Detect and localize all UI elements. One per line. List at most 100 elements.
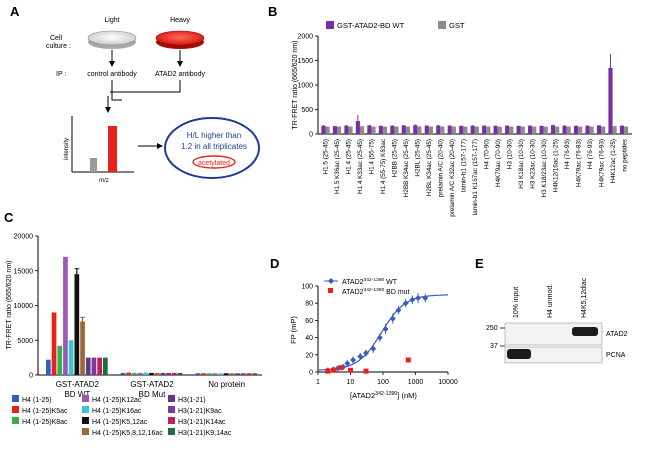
band-pcna-input (507, 349, 531, 359)
light-label: Light (104, 17, 119, 24)
d-point-mut (348, 367, 353, 373)
b-category-label: H4 (70-90) (483, 139, 490, 169)
oval-line2: 1.2 in all triplicates (181, 142, 247, 151)
c-bar (91, 357, 97, 375)
c-bar (206, 373, 212, 375)
cell-culture-line1: Cell (50, 35, 63, 42)
band-label-atad2: ATAD2 (606, 331, 628, 338)
b-category-label: lamin-b1 (157-177) (461, 139, 468, 192)
d-legend-marker (328, 278, 334, 284)
b-y-tick-label: 2000 (297, 34, 313, 41)
b-bar (566, 126, 571, 134)
d-y-tick-label: 80 (305, 301, 313, 308)
b-bar (344, 125, 349, 134)
c-category-label: BD WT (64, 390, 90, 399)
cell-culture-line2: culture : (46, 43, 71, 50)
b-category-label: H4K79ac (76-83) (575, 139, 582, 187)
b-bar (428, 126, 433, 134)
panel-e-label: E (475, 256, 484, 271)
b-bar (528, 125, 533, 134)
c-bar (63, 256, 68, 375)
b-category-label: H1.4 K33ac (25-45) (357, 139, 364, 194)
b-bar (390, 125, 395, 134)
b-bar (505, 125, 510, 134)
control-antibody-label: control antibody (87, 71, 137, 78)
b-category-label: H4K79ac (70-90) (495, 139, 502, 187)
b-category-label: lamin-b1 K167ac (157-177) (472, 139, 479, 215)
c-bar (166, 372, 171, 375)
c-legend-swatch (168, 406, 175, 413)
b-category-label: H3 K18ac (10-30) (518, 139, 525, 189)
b-bar (348, 126, 353, 134)
b-bar (551, 125, 556, 134)
b-bar (371, 126, 376, 134)
b-bar (532, 126, 537, 134)
merge-line-down (111, 80, 122, 101)
c-bar (143, 372, 149, 375)
c-y-tick-label: 20000 (14, 234, 34, 241)
c-legend-label: H4 (1-25)K8ac (22, 419, 68, 426)
b-bar (463, 126, 468, 134)
b-bar (608, 67, 613, 134)
d-x-tick-label: 10000 (438, 379, 458, 386)
b-bar (589, 126, 594, 134)
c-legend-label: H4 (1-25) (22, 397, 52, 404)
b-bar (497, 126, 502, 134)
c-category-label: GST-ATAD2 (130, 380, 174, 389)
c-legend-label: H4 (1-25)K5,8,12,16ac (92, 430, 163, 437)
heavy-label: Heavy (170, 17, 190, 24)
c-bar (51, 312, 57, 375)
c-category-label: No protein (208, 380, 245, 389)
d-point-wt (344, 360, 351, 367)
d-point-wt (370, 345, 377, 352)
d-point-wt (395, 307, 402, 314)
d-legend-label: ATAD2342-1390 WT (342, 277, 398, 286)
b-category-label: H1.5 K36ac (25-45) (334, 139, 341, 194)
cell-culture-label: Cell culture : (46, 35, 71, 50)
b-bar (359, 126, 365, 134)
c-bar (103, 357, 108, 375)
atad2-antibody-label: ATAD2 antibody (155, 71, 205, 78)
c-bar (246, 373, 252, 375)
panel-a-label: A (10, 4, 20, 19)
ms-spectrum: intensity m/z (64, 116, 134, 184)
c-legend-swatch (168, 395, 175, 402)
marker-250: 250 (486, 325, 498, 332)
heavy-peak-bar (108, 126, 117, 172)
criterion-oval: H/L higher than 1.2 in all triplicates a… (164, 117, 260, 179)
c-legend-label: H4 (1-25)K12ac (92, 397, 142, 404)
c-bar (68, 340, 74, 375)
b-bar (424, 125, 429, 134)
c-bar (229, 373, 235, 375)
c-bar (177, 372, 183, 375)
b-bar (555, 126, 560, 134)
c-bar (74, 274, 80, 375)
d-point-wt (357, 353, 364, 360)
b-bar (325, 126, 330, 134)
ip-label: IP : (56, 71, 66, 78)
c-bar (46, 359, 51, 375)
c-legend-swatch (82, 417, 89, 424)
b-bar (486, 126, 491, 134)
b-category-label: H1.4 (25-45) (346, 139, 353, 174)
b-bar (619, 125, 625, 134)
d-point-wt (409, 296, 416, 303)
d-legend-marker (328, 288, 333, 293)
b-bar (321, 125, 326, 134)
c-bar (132, 372, 137, 375)
c-bar (223, 373, 229, 375)
b-bar (601, 126, 606, 134)
b-bar (336, 126, 342, 134)
b-y-tick-label: 0 (309, 132, 313, 139)
d-point-wt (382, 326, 389, 332)
c-bar (212, 373, 218, 375)
light-peak-bar (90, 158, 97, 172)
d-y-tick-label: 0 (309, 370, 313, 377)
c-legend-label: H4 (1-25)K16ac (92, 408, 142, 415)
b-bar (520, 126, 525, 134)
d-y-tick-label: 20 (305, 352, 313, 359)
light-dish-icon (87, 30, 137, 49)
panel-c: C 0 5000 10000 15000 20000 TR-FRET ratio (665… (4, 210, 262, 437)
b-bar (440, 126, 445, 134)
